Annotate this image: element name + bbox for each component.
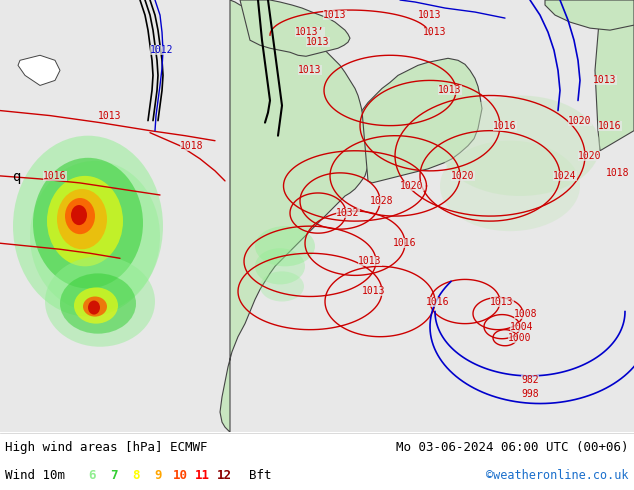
Text: 11: 11	[195, 468, 209, 482]
Text: 9: 9	[154, 468, 162, 482]
Text: 1028: 1028	[370, 196, 394, 206]
Polygon shape	[362, 58, 482, 183]
Ellipse shape	[440, 96, 600, 196]
Text: 1004: 1004	[510, 321, 534, 332]
Text: 1020: 1020	[400, 181, 424, 191]
Ellipse shape	[255, 248, 305, 284]
Ellipse shape	[13, 136, 163, 317]
Ellipse shape	[47, 176, 123, 267]
Text: 1013: 1013	[306, 37, 330, 47]
Text: 998: 998	[521, 389, 539, 399]
Text: 6: 6	[88, 468, 96, 482]
Text: Bft: Bft	[249, 468, 271, 482]
Text: 1000: 1000	[508, 333, 532, 343]
Text: 1008: 1008	[514, 309, 538, 318]
Ellipse shape	[45, 256, 155, 347]
Text: 1013: 1013	[593, 75, 617, 85]
Polygon shape	[545, 0, 634, 30]
Text: 1032: 1032	[336, 208, 359, 218]
Text: 1020: 1020	[568, 116, 592, 125]
Polygon shape	[595, 0, 634, 151]
Text: 982: 982	[521, 375, 539, 385]
Text: Wind 10m: Wind 10m	[5, 468, 65, 482]
Ellipse shape	[255, 226, 315, 267]
Ellipse shape	[88, 300, 100, 315]
Text: 1018: 1018	[180, 141, 204, 151]
Text: 1020: 1020	[578, 151, 602, 161]
Text: 1013: 1013	[323, 10, 347, 20]
Text: q: q	[12, 170, 20, 184]
Text: 1016: 1016	[493, 121, 517, 131]
Text: ©weatheronline.co.uk: ©weatheronline.co.uk	[486, 468, 629, 482]
Ellipse shape	[83, 296, 107, 317]
Text: 1013: 1013	[362, 287, 385, 296]
Text: 1013: 1013	[98, 111, 122, 121]
Text: 1016: 1016	[43, 171, 67, 181]
Text: 1013: 1013	[358, 256, 382, 267]
Text: 8: 8	[133, 468, 139, 482]
Text: 1024: 1024	[553, 171, 577, 181]
Text: 1013: 1013	[298, 65, 321, 75]
Ellipse shape	[65, 198, 95, 234]
Ellipse shape	[57, 189, 107, 249]
Text: Mo 03-06-2024 06:00 UTC (00+06): Mo 03-06-2024 06:00 UTC (00+06)	[396, 441, 629, 454]
Ellipse shape	[260, 271, 304, 301]
Text: 1020: 1020	[451, 171, 475, 181]
Text: 1016: 1016	[598, 121, 622, 131]
Polygon shape	[18, 55, 60, 85]
Text: 1013: 1013	[424, 27, 447, 37]
Ellipse shape	[60, 273, 136, 334]
Text: 1013: 1013	[490, 296, 514, 307]
Ellipse shape	[71, 205, 87, 225]
Text: High wind areas [hPa] ECMWF: High wind areas [hPa] ECMWF	[5, 441, 207, 454]
Text: 10: 10	[172, 468, 188, 482]
Text: 1012: 1012	[150, 45, 174, 55]
Text: 1016: 1016	[393, 238, 417, 248]
Text: 1013: 1013	[418, 10, 442, 20]
Text: 1016: 1016	[426, 296, 450, 307]
Polygon shape	[240, 0, 350, 56]
Text: 1013’: 1013’	[295, 27, 325, 37]
Ellipse shape	[33, 158, 143, 289]
Ellipse shape	[30, 161, 160, 312]
Text: 1013: 1013	[438, 85, 462, 96]
Ellipse shape	[74, 288, 118, 323]
Text: 7: 7	[110, 468, 118, 482]
Ellipse shape	[440, 141, 580, 231]
Polygon shape	[220, 0, 372, 432]
Text: 1018: 1018	[606, 168, 630, 178]
Text: 12: 12	[216, 468, 231, 482]
